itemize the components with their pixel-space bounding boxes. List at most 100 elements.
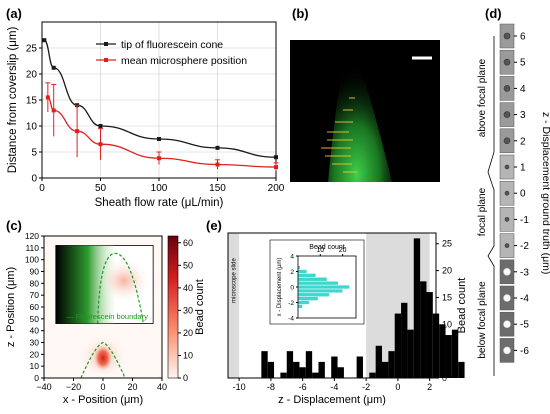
data-point — [75, 129, 80, 134]
x-tick-label: 20 — [127, 382, 137, 392]
inset-y-tick-label: 0 — [290, 285, 294, 292]
bead-image-spot — [503, 32, 511, 40]
colorbar-tick-label: 40 — [183, 283, 193, 293]
inset-bar — [297, 296, 319, 301]
inset-y-axis-label: x - Displacement (μm) — [277, 258, 283, 317]
bead-image-spot — [503, 267, 511, 276]
inset-x-tick-label: 10 — [316, 247, 324, 254]
y-axis-label: z - Displacement ground truth (μm) — [540, 112, 550, 274]
data-point — [274, 165, 278, 170]
inset-bar — [297, 304, 303, 309]
histogram-bar — [369, 372, 376, 378]
histogram-bar — [293, 361, 300, 378]
histogram-bar — [261, 351, 268, 378]
colorbar-label: Bead count — [194, 279, 206, 335]
x-tick-label: -10 — [233, 382, 246, 392]
x-tick-label: -6 — [299, 382, 307, 392]
y-tick-label: 10 — [30, 361, 40, 371]
y-tick-label: 5 — [31, 148, 37, 159]
y-tick-label: 90 — [30, 267, 40, 277]
inset-bar — [297, 280, 339, 286]
bead-image-spot — [503, 137, 511, 145]
histogram-bar — [413, 238, 421, 378]
x-tick-label: 2 — [427, 382, 432, 392]
histogram-bar — [388, 351, 395, 378]
x-tick-label: 100 — [151, 183, 168, 194]
histogram-bar — [401, 302, 408, 378]
y-tick-label: 50 — [30, 314, 40, 324]
y-tick-label: 20 — [26, 70, 38, 81]
fluorescein-boundary-inset — [97, 252, 145, 324]
inset-bar — [297, 269, 308, 274]
panel-label-d: (d) — [485, 6, 502, 21]
plot-frame — [227, 232, 437, 379]
bead-image-spot — [503, 111, 511, 118]
histogram-bar — [426, 292, 433, 378]
region-label: below focal plane — [477, 281, 488, 359]
histogram-bar — [312, 372, 319, 378]
inset-y-tick-label: -4 — [288, 316, 294, 323]
x-tick-label: 200 — [268, 183, 285, 194]
data-point — [215, 145, 220, 150]
colorbar — [167, 235, 179, 379]
y-tick-label: 25 — [26, 44, 38, 55]
x-tick-label: 0 — [39, 183, 45, 194]
histogram-bar — [375, 345, 383, 378]
bead-image-spot — [503, 85, 511, 92]
data-point — [98, 124, 103, 128]
legend-label-1: mean microsphere position — [121, 55, 247, 67]
y-tick-label: -3 — [520, 267, 529, 278]
x-tick-label: -2 — [362, 382, 370, 392]
y-tick-label: -1 — [520, 215, 529, 226]
y-tick-label: 80 — [30, 278, 40, 288]
y-tick-label: 0 — [520, 189, 526, 200]
y-tick-label: 0 — [31, 174, 37, 185]
histogram-bar — [458, 361, 465, 378]
data-point — [215, 162, 220, 167]
x-axis-label: z - Displacement (μm) — [278, 394, 386, 406]
histogram-bar — [420, 281, 427, 378]
inset-x-tick-label: 20 — [339, 247, 347, 254]
legend-marker-0 — [104, 42, 108, 46]
colorbar-tick-label: 0 — [183, 373, 188, 383]
colorbar-tick-label: 10 — [183, 350, 193, 360]
data-point — [157, 156, 161, 161]
y-tick-label: 25 — [442, 239, 452, 249]
inset-y-tick-label: 2 — [290, 269, 294, 276]
fluorescein-boundary-lower — [80, 341, 126, 379]
y-tick-label: 10 — [442, 319, 452, 329]
histogram-bar — [394, 313, 402, 378]
y-tick-label: 15 — [442, 292, 452, 302]
y-tick-label: 60 — [30, 302, 40, 312]
data-point — [274, 155, 278, 160]
histogram-bar — [280, 372, 287, 378]
data-point — [42, 38, 47, 43]
data-point — [98, 142, 103, 147]
bead-image-spot — [504, 217, 510, 222]
x-axis-label: x - Position (μm) — [63, 394, 143, 406]
histogram-bar — [337, 367, 344, 378]
histogram-bar — [407, 329, 414, 378]
y-axis-label: z - Position (μm) — [5, 267, 17, 347]
y-axis-label: Bead count — [456, 278, 468, 334]
microscope-slide-region — [228, 233, 240, 378]
inset-legend: — Fluorescein boundary — [66, 312, 148, 321]
panel-label-a: (a) — [6, 6, 22, 21]
histogram-bar — [305, 351, 313, 378]
x-tick-label: 0 — [395, 382, 400, 392]
bead-image-spot — [504, 190, 510, 196]
bead-image-spot — [504, 164, 510, 170]
data-point — [51, 108, 56, 113]
colorbar-tick-label: 60 — [183, 238, 193, 248]
y-tick-label: 120 — [25, 231, 39, 241]
bead-image-spot — [503, 320, 511, 329]
histogram-bar — [356, 356, 363, 378]
y-tick-label: 3 — [520, 110, 526, 121]
inset-bar — [297, 292, 330, 297]
y-tick-label: 1 — [520, 163, 526, 174]
histogram-bar — [382, 361, 389, 378]
x-tick-label: 0 — [100, 382, 105, 392]
